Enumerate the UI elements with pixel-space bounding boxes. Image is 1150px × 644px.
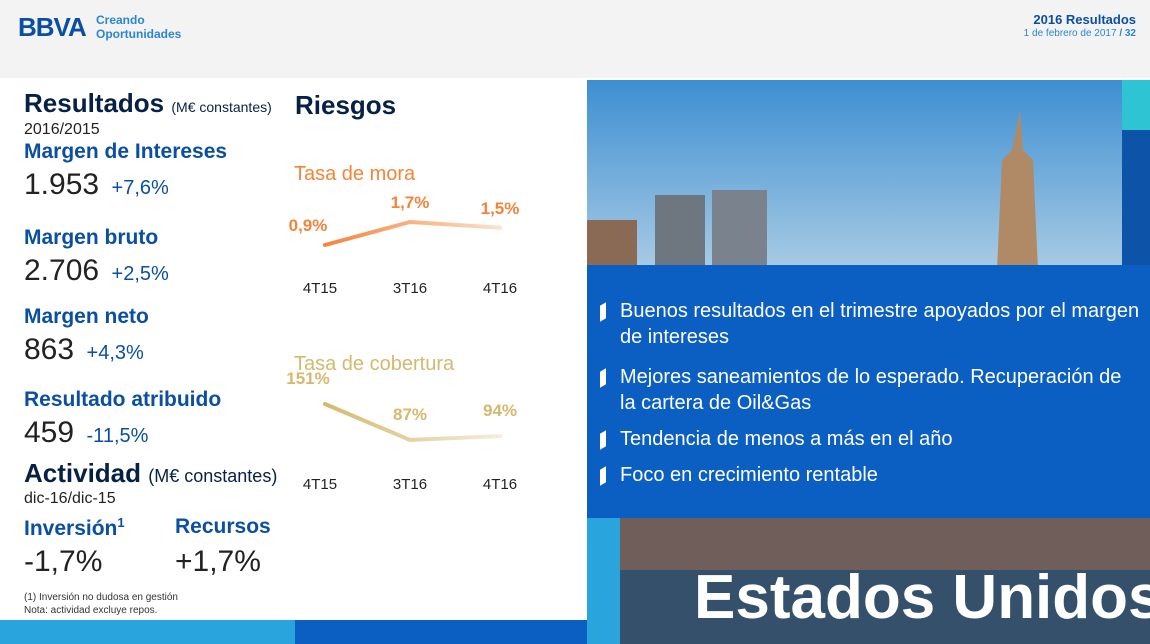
result-change: +4,3% (86, 342, 144, 364)
category-label: 4T15 (303, 476, 337, 493)
bullet: Mejores saneamientos de lo esperado. Rec… (620, 364, 1140, 416)
value-label: 94% (483, 401, 517, 420)
unit: (M€ constantes) (148, 466, 278, 486)
result-label: Margen de Intereses (24, 140, 228, 163)
result-value: 2.706 (24, 254, 100, 287)
photo (587, 80, 1150, 644)
chart-title: Tasa de cobertura (294, 353, 455, 375)
bullet: Buenos resultados en el trimestre apoyad… (620, 300, 1140, 348)
sup: 1 (117, 515, 125, 530)
logo: BBVA (18, 12, 87, 42)
line (323, 402, 502, 443)
result-label: Margen neto (24, 305, 149, 328)
label: Inversión (24, 517, 118, 540)
tagline: Oportunidades (96, 27, 182, 41)
result-row: 863 +4,3% (24, 333, 144, 367)
footnote: (1) Inversión no dudosa en gestión (24, 592, 178, 603)
activity-label: Recursos (175, 515, 271, 538)
result-label: Resultado atribuido (24, 388, 222, 411)
result-value: 459 (24, 416, 75, 449)
activity-period: dic-16/dic-15 (24, 490, 116, 507)
category-label: 3T16 (393, 280, 427, 297)
activity-value: -1,7% (24, 545, 103, 578)
result-change: -11,5% (86, 425, 149, 447)
header-title: 2016 Resultados (1033, 12, 1136, 27)
line (323, 219, 502, 247)
banner: Estados Unidos (694, 563, 1150, 632)
footnote: Nota: actividad excluye repos. (24, 605, 158, 616)
value-label: 0,9% (289, 216, 328, 235)
tagline: Creando (96, 13, 145, 27)
value-label: 87% (393, 405, 427, 424)
title: Actividad (24, 458, 142, 488)
result-value: 863 (24, 333, 75, 366)
activity-value: +1,7% (175, 545, 261, 578)
risk-charts: Tasa de mora 0,9% 4T15 1,7% 3T16 1,5% 4T16 Tasa… (286, 163, 520, 493)
category-label: 3T16 (393, 476, 427, 493)
category-label: 4T16 (483, 280, 517, 297)
category-label: 4T16 (483, 476, 517, 493)
risks-title: Riesgos (295, 90, 397, 120)
result-row: 1.953 +7,6% (24, 168, 169, 202)
bottom-strip-dark (295, 620, 620, 644)
result-row: 2.706 +2,5% (24, 254, 169, 288)
result-change: +2,5% (111, 263, 169, 285)
header-band (0, 0, 1150, 78)
date: 1 de febrero de 2017 (1023, 28, 1117, 39)
unit: (M€ constantes) (171, 99, 272, 115)
header-date: 1 de febrero de 2017 / 32 (1024, 28, 1136, 39)
value-label: 1,5% (481, 199, 520, 218)
value-label: 1,7% (391, 193, 430, 212)
result-value: 1.953 (24, 168, 100, 201)
bullet: Foco en crecimiento rentable (620, 462, 1140, 488)
activity-label: Inversión1 (24, 515, 125, 541)
chart-title: Tasa de mora (294, 163, 416, 185)
value-label: 151% (286, 369, 329, 388)
results-period: 2016/2015 (24, 121, 100, 138)
results-title: Resultados (M€ constantes) (24, 88, 272, 119)
result-label: Margen bruto (24, 226, 159, 249)
result-row: 459 -11,5% (24, 416, 148, 450)
page: / 32 (1119, 28, 1136, 39)
title: Resultados (24, 88, 165, 118)
bullet: Tendencia de menos a más en el año (620, 426, 1140, 452)
activity-title: Actividad (M€ constantes) (24, 458, 277, 489)
category-label: 4T15 (303, 280, 337, 297)
result-change: +7,6% (111, 177, 169, 199)
